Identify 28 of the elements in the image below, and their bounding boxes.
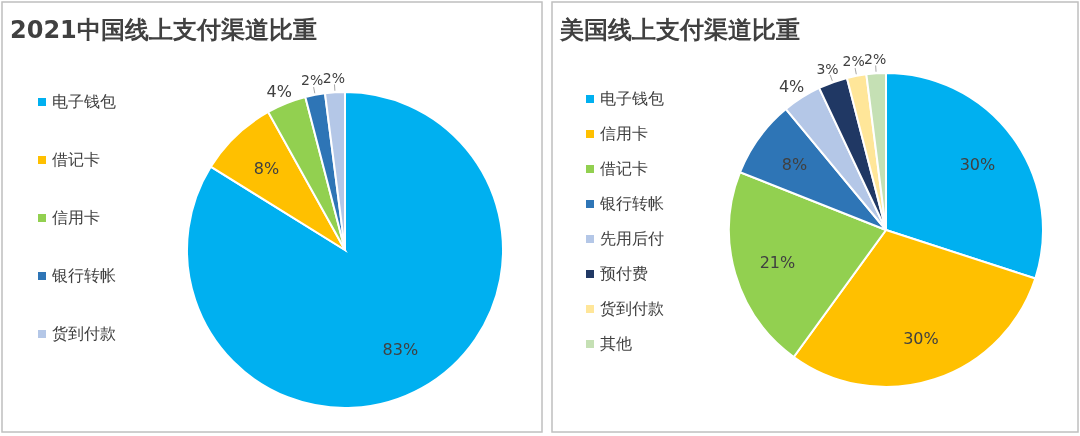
data-label: 8% xyxy=(253,158,280,178)
data-label: 4% xyxy=(778,77,805,97)
data-label: 2% xyxy=(301,72,324,89)
legend-label: 其他 xyxy=(600,334,632,353)
data-label: 4% xyxy=(266,82,292,102)
data-label: 83% xyxy=(382,340,419,360)
legend-label: 借记卡 xyxy=(600,159,648,178)
legend-label: 信用卡 xyxy=(52,208,100,227)
chart-title: 美国线上支付渠道比重 xyxy=(559,16,800,44)
legend-label: 货到付款 xyxy=(600,299,664,318)
data-label: 30% xyxy=(903,328,939,348)
data-label: 8% xyxy=(781,154,808,174)
legend-label: 电子钱包 xyxy=(52,92,116,111)
data-label: 21% xyxy=(759,252,796,272)
data-label: 30% xyxy=(959,154,996,174)
chart-title: 2021中国线上支付渠道比重 xyxy=(10,16,317,44)
data-label: 2% xyxy=(864,50,887,67)
legend-label: 银行转帐 xyxy=(51,266,116,285)
legend-label: 信用卡 xyxy=(600,124,648,143)
legend-label: 预付费 xyxy=(600,264,648,283)
legend-label: 借记卡 xyxy=(52,150,100,169)
legend-label: 货到付款 xyxy=(52,324,116,343)
data-label: 2% xyxy=(322,69,346,86)
legend-label: 银行转帐 xyxy=(599,194,664,213)
legend-label: 电子钱包 xyxy=(600,89,664,108)
data-label: 3% xyxy=(816,60,839,77)
legend-label: 先用后付 xyxy=(600,229,664,248)
data-label: 2% xyxy=(842,53,865,70)
